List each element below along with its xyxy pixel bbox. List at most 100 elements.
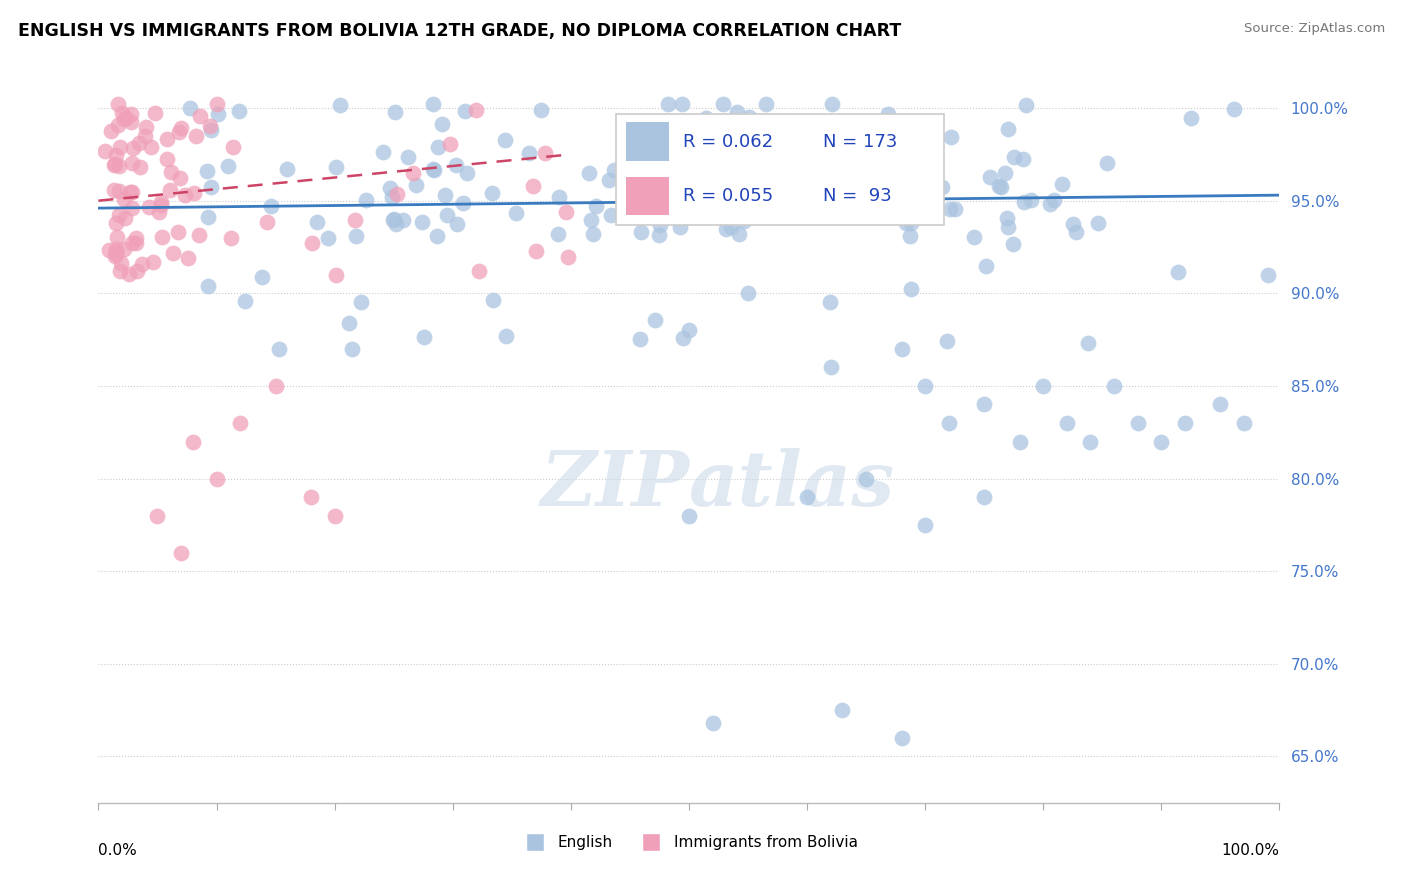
- Text: N = 173: N = 173: [823, 133, 897, 151]
- Point: [125, 235, 148, 250]
- Point: [495, 329, 517, 343]
- Point: [668, 219, 690, 234]
- Point: [167, 125, 190, 139]
- Point: [749, 150, 772, 164]
- Point: [105, 242, 128, 256]
- Point: [426, 229, 449, 244]
- Point: [177, 252, 200, 266]
- Point: [181, 434, 204, 449]
- Point: [534, 145, 557, 160]
- Point: [197, 164, 219, 178]
- Point: [1012, 152, 1035, 166]
- Point: [1050, 177, 1073, 191]
- Point: [737, 286, 759, 301]
- Point: [170, 546, 193, 560]
- Point: [1102, 379, 1125, 393]
- Point: [1066, 225, 1088, 239]
- Point: [877, 107, 900, 121]
- Point: [121, 235, 143, 250]
- Point: [97, 243, 120, 257]
- Point: [305, 215, 328, 229]
- Point: [915, 176, 938, 190]
- Point: [630, 225, 652, 239]
- Point: [323, 508, 346, 523]
- Point: [344, 212, 367, 227]
- Text: ENGLISH VS IMMIGRANTS FROM BOLIVIA 12TH GRADE, NO DIPLOMA CORRELATION CHART: ENGLISH VS IMMIGRANTS FROM BOLIVIA 12TH …: [18, 22, 901, 40]
- Point: [411, 214, 433, 228]
- Point: [524, 244, 547, 258]
- Point: [156, 132, 179, 146]
- Point: [127, 264, 149, 278]
- Point: [494, 133, 516, 147]
- Point: [344, 228, 367, 243]
- Point: [380, 190, 402, 204]
- Point: [105, 247, 128, 261]
- Point: [434, 187, 457, 202]
- Point: [648, 218, 671, 232]
- Point: [894, 215, 917, 229]
- Point: [1223, 102, 1246, 116]
- Point: [849, 170, 872, 185]
- Point: [554, 204, 576, 219]
- Point: [197, 210, 219, 224]
- Point: [149, 194, 172, 209]
- Point: [1056, 416, 1078, 430]
- Point: [579, 212, 602, 227]
- Point: [657, 97, 679, 112]
- Point: [439, 136, 461, 151]
- Point: [276, 161, 298, 176]
- Point: [184, 128, 207, 143]
- Point: [422, 97, 444, 112]
- Point: [446, 158, 468, 172]
- Point: [831, 703, 853, 717]
- Point: [104, 216, 127, 230]
- Point: [436, 208, 458, 222]
- Point: [585, 199, 607, 213]
- Point: [1209, 397, 1232, 411]
- Point: [898, 228, 921, 243]
- Point: [823, 164, 845, 178]
- Point: [169, 171, 191, 186]
- Point: [256, 215, 278, 229]
- Point: [121, 186, 143, 200]
- Point: [733, 213, 755, 227]
- Point: [121, 155, 143, 169]
- Point: [1062, 217, 1084, 231]
- Point: [456, 166, 478, 180]
- Point: [603, 162, 626, 177]
- Point: [855, 472, 877, 486]
- FancyBboxPatch shape: [626, 177, 669, 215]
- Point: [917, 184, 939, 198]
- Point: [907, 192, 929, 206]
- Point: [148, 205, 170, 219]
- Point: [853, 137, 876, 152]
- Point: [104, 157, 127, 171]
- Point: [644, 313, 666, 327]
- Point: [821, 97, 844, 112]
- Point: [396, 150, 419, 164]
- Point: [1087, 215, 1109, 229]
- Point: [465, 103, 488, 118]
- Point: [156, 152, 179, 166]
- Point: [997, 220, 1019, 235]
- Point: [963, 230, 986, 244]
- Point: [647, 227, 669, 242]
- Point: [1019, 193, 1042, 207]
- Point: [121, 141, 143, 155]
- Point: [671, 97, 693, 112]
- Point: [112, 192, 135, 206]
- Point: [105, 230, 128, 244]
- Point: [128, 160, 150, 174]
- Point: [711, 169, 734, 183]
- Point: [329, 98, 352, 112]
- Point: [997, 122, 1019, 136]
- Point: [578, 166, 600, 180]
- Point: [114, 211, 136, 225]
- Point: [702, 716, 724, 731]
- Text: 100.0%: 100.0%: [1222, 843, 1279, 857]
- Point: [382, 211, 405, 226]
- Point: [616, 178, 638, 192]
- Point: [110, 263, 132, 277]
- Point: [522, 179, 544, 194]
- Point: [188, 228, 211, 243]
